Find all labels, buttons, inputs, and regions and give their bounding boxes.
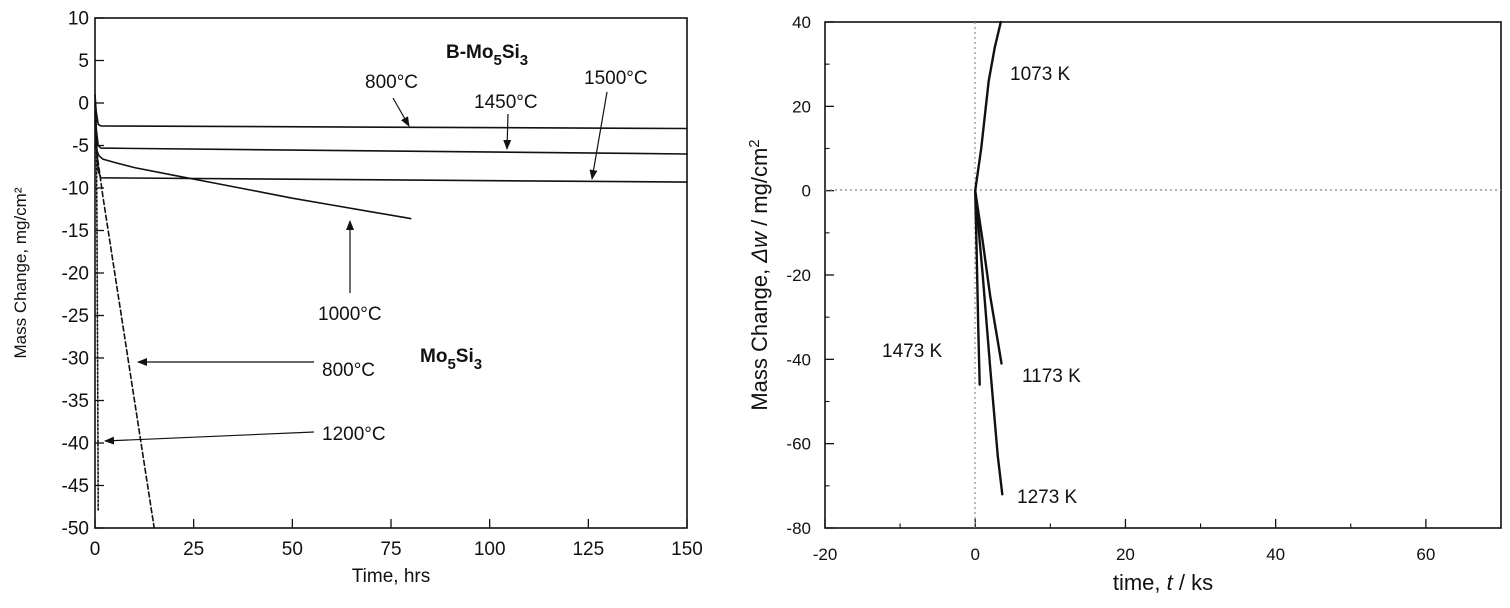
right-y-tick-label: -60 xyxy=(786,435,811,454)
left-group-label-mo5si3: Mo5Si3 xyxy=(420,346,482,373)
right-series-1073-k-line-0 xyxy=(974,20,1002,192)
left-x-tick-label: 75 xyxy=(380,539,401,560)
left-annotation-1500c: 1500°C xyxy=(584,68,648,89)
right-x-tick-label: 0 xyxy=(970,545,979,564)
left-series-1500c-solid-2 xyxy=(94,110,688,183)
right-series-group xyxy=(974,20,1004,496)
left-annotation-800c-a: 800°C xyxy=(322,360,375,381)
left-annotation-1200c: 1200°C xyxy=(322,424,386,445)
left-y-tick-label: -10 xyxy=(62,179,89,200)
left-y-tick-label: -30 xyxy=(62,349,89,370)
left-plot-frame xyxy=(94,17,688,529)
right-x-tick-label: 20 xyxy=(1116,545,1135,564)
left-arrow-800c-b xyxy=(392,97,410,127)
left-annotation-1450c: 1450°C xyxy=(474,92,538,113)
left-series-1200c-dotted-5 xyxy=(95,119,99,512)
left-series-800c-solid-0 xyxy=(94,93,688,130)
right-series-1173-k-line-1 xyxy=(974,189,1003,365)
right-y-tick-label: -20 xyxy=(786,266,811,285)
right-series-label-1173k: 1173 K xyxy=(1022,366,1081,387)
left-x-axis-label: Time, hrs xyxy=(352,566,430,587)
left-y-tick-label: -5 xyxy=(72,136,89,157)
left-x-tick-label: 0 xyxy=(90,539,101,560)
right-y-tick-label: -40 xyxy=(786,350,811,369)
left-y-tick-label: -15 xyxy=(62,221,89,242)
right-series-label-1273k: 1273 K xyxy=(1017,487,1078,508)
right-x-axis-label: time, t / ks xyxy=(1113,570,1213,595)
right-series-1273-k-line-2 xyxy=(974,189,1004,496)
left-y-tick-label: 0 xyxy=(78,94,89,115)
left-x-tick-label: 100 xyxy=(474,539,506,560)
right-y-axis-label: Mass Change, Δw / mg/cm2 xyxy=(746,139,772,410)
right-x-tick-label: 60 xyxy=(1416,545,1435,564)
left-y-tick-label: -35 xyxy=(62,391,89,412)
right-series-label-1073k: 1073 K xyxy=(1010,64,1071,85)
right-y-tick-label: 0 xyxy=(802,182,811,201)
left-annotation-800c-b: 800°C xyxy=(365,72,418,93)
right-plot-frame xyxy=(824,21,1502,529)
left-series-1000c-solid-3 xyxy=(94,144,412,220)
right-series-label-1473k: 1473 K xyxy=(882,341,943,362)
left-x-tick-label: 150 xyxy=(671,539,703,560)
left-y-tick-label: 10 xyxy=(68,9,89,30)
right-axis-ticks: -20 0 20 40 60 40 20 0 -20 -40 -60 -80 xyxy=(786,13,1435,564)
left-chart: 0 25 50 75 100 125 1501050-5-10-15-20-25-30-35… xyxy=(11,9,703,587)
left-group-label-b-mo5si3: B-Mo5Si3 xyxy=(446,42,528,69)
right-y-tick-label: -80 xyxy=(786,519,811,538)
right-y-tick-label: 20 xyxy=(792,97,811,116)
left-y-tick-label: -20 xyxy=(62,264,89,285)
left-series-group xyxy=(94,93,688,529)
left-series-800c-dashed-4 xyxy=(94,119,155,529)
left-x-tick-label: 125 xyxy=(572,539,604,560)
left-arrow-1200c xyxy=(104,431,315,445)
left-y-tick-label: -50 xyxy=(62,519,89,540)
right-x-tick-label: 40 xyxy=(1266,545,1285,564)
left-x-tick-label: 25 xyxy=(183,539,204,560)
right-chart: -20 0 20 40 60 40 20 0 -20 -40 -60 -80 time, t / ks… xyxy=(746,13,1502,595)
right-series-1473-k-line-3 xyxy=(974,189,981,386)
left-y-tick-label: -45 xyxy=(62,476,89,497)
right-y-tick-label: 40 xyxy=(792,13,811,32)
left-y-axis-label: Mass Change, mg/cm² xyxy=(11,187,30,358)
left-y-tick-label: -40 xyxy=(62,434,89,455)
right-x-tick-label: -20 xyxy=(813,545,838,564)
left-y-tick-label: -25 xyxy=(62,306,89,327)
left-x-tick-label: 50 xyxy=(282,539,303,560)
left-arrow-1450c xyxy=(503,113,512,150)
left-arrow-1500c xyxy=(589,91,608,180)
left-y-tick-label: 5 xyxy=(78,51,89,72)
left-annotation-1000c: 1000°C xyxy=(318,304,382,325)
